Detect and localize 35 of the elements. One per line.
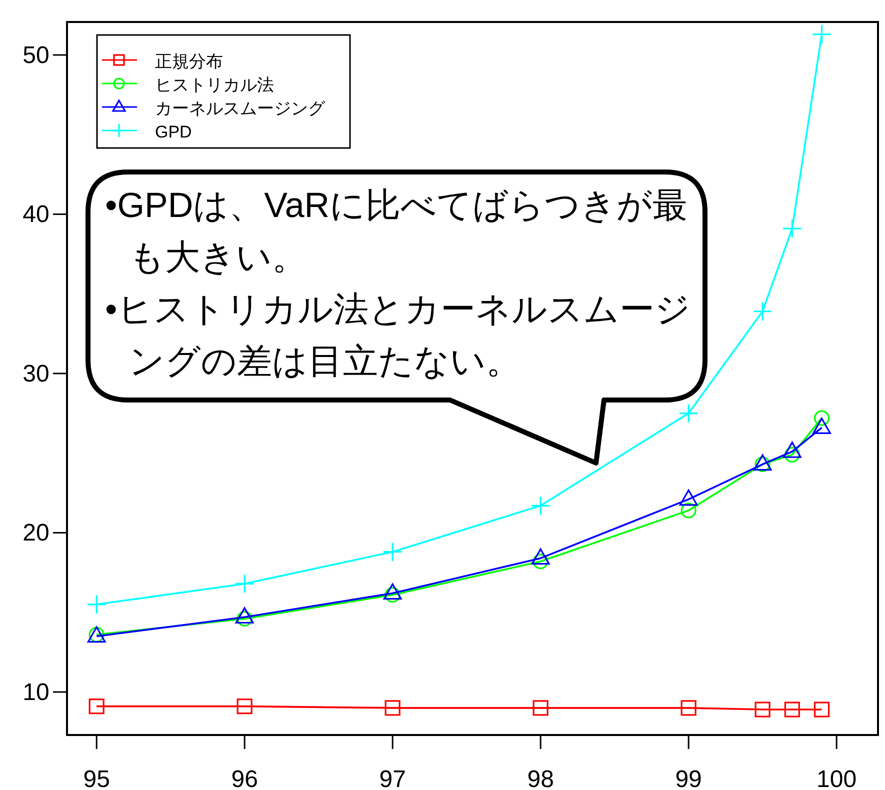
point <box>814 702 830 718</box>
y-tick-label: 10 <box>22 679 50 706</box>
x-tick-label: 98 <box>527 766 554 790</box>
point <box>382 542 402 562</box>
point <box>754 702 770 718</box>
point <box>384 700 400 716</box>
point <box>782 218 802 238</box>
x-tick-label: 96 <box>231 766 258 790</box>
y-tick-label: 40 <box>22 201 50 228</box>
point <box>680 700 696 716</box>
annotation: •GPDは、VaRに比べてばらつきが最も大きい。 <box>105 185 689 279</box>
point <box>234 574 254 594</box>
point <box>678 403 698 424</box>
x-tick-label: 95 <box>83 766 110 790</box>
point <box>86 594 106 614</box>
point <box>752 301 772 322</box>
x-tick-label: 97 <box>379 766 406 790</box>
point <box>236 698 252 714</box>
y-tick-label: 50 <box>22 42 50 69</box>
point <box>88 698 104 714</box>
point <box>530 496 550 516</box>
x-tick-label: 100 <box>816 766 857 790</box>
point <box>812 24 832 44</box>
annotation: •ヒストリカル法とカーネルスムージングの差は目立たない。 <box>105 289 692 383</box>
y-tick-label: 30 <box>22 360 50 388</box>
point <box>532 700 548 716</box>
point <box>814 410 830 426</box>
y-tick-label: 20 <box>22 520 50 547</box>
point <box>784 702 800 718</box>
legend-label: 正規分布 <box>155 52 223 71</box>
legend-label: GPD <box>155 122 192 142</box>
point <box>680 502 696 518</box>
legend-label: カーネルスムージング <box>155 99 326 118</box>
x-tick-label: 99 <box>675 766 702 790</box>
legend-label: ヒストリカル法 <box>155 76 274 94</box>
